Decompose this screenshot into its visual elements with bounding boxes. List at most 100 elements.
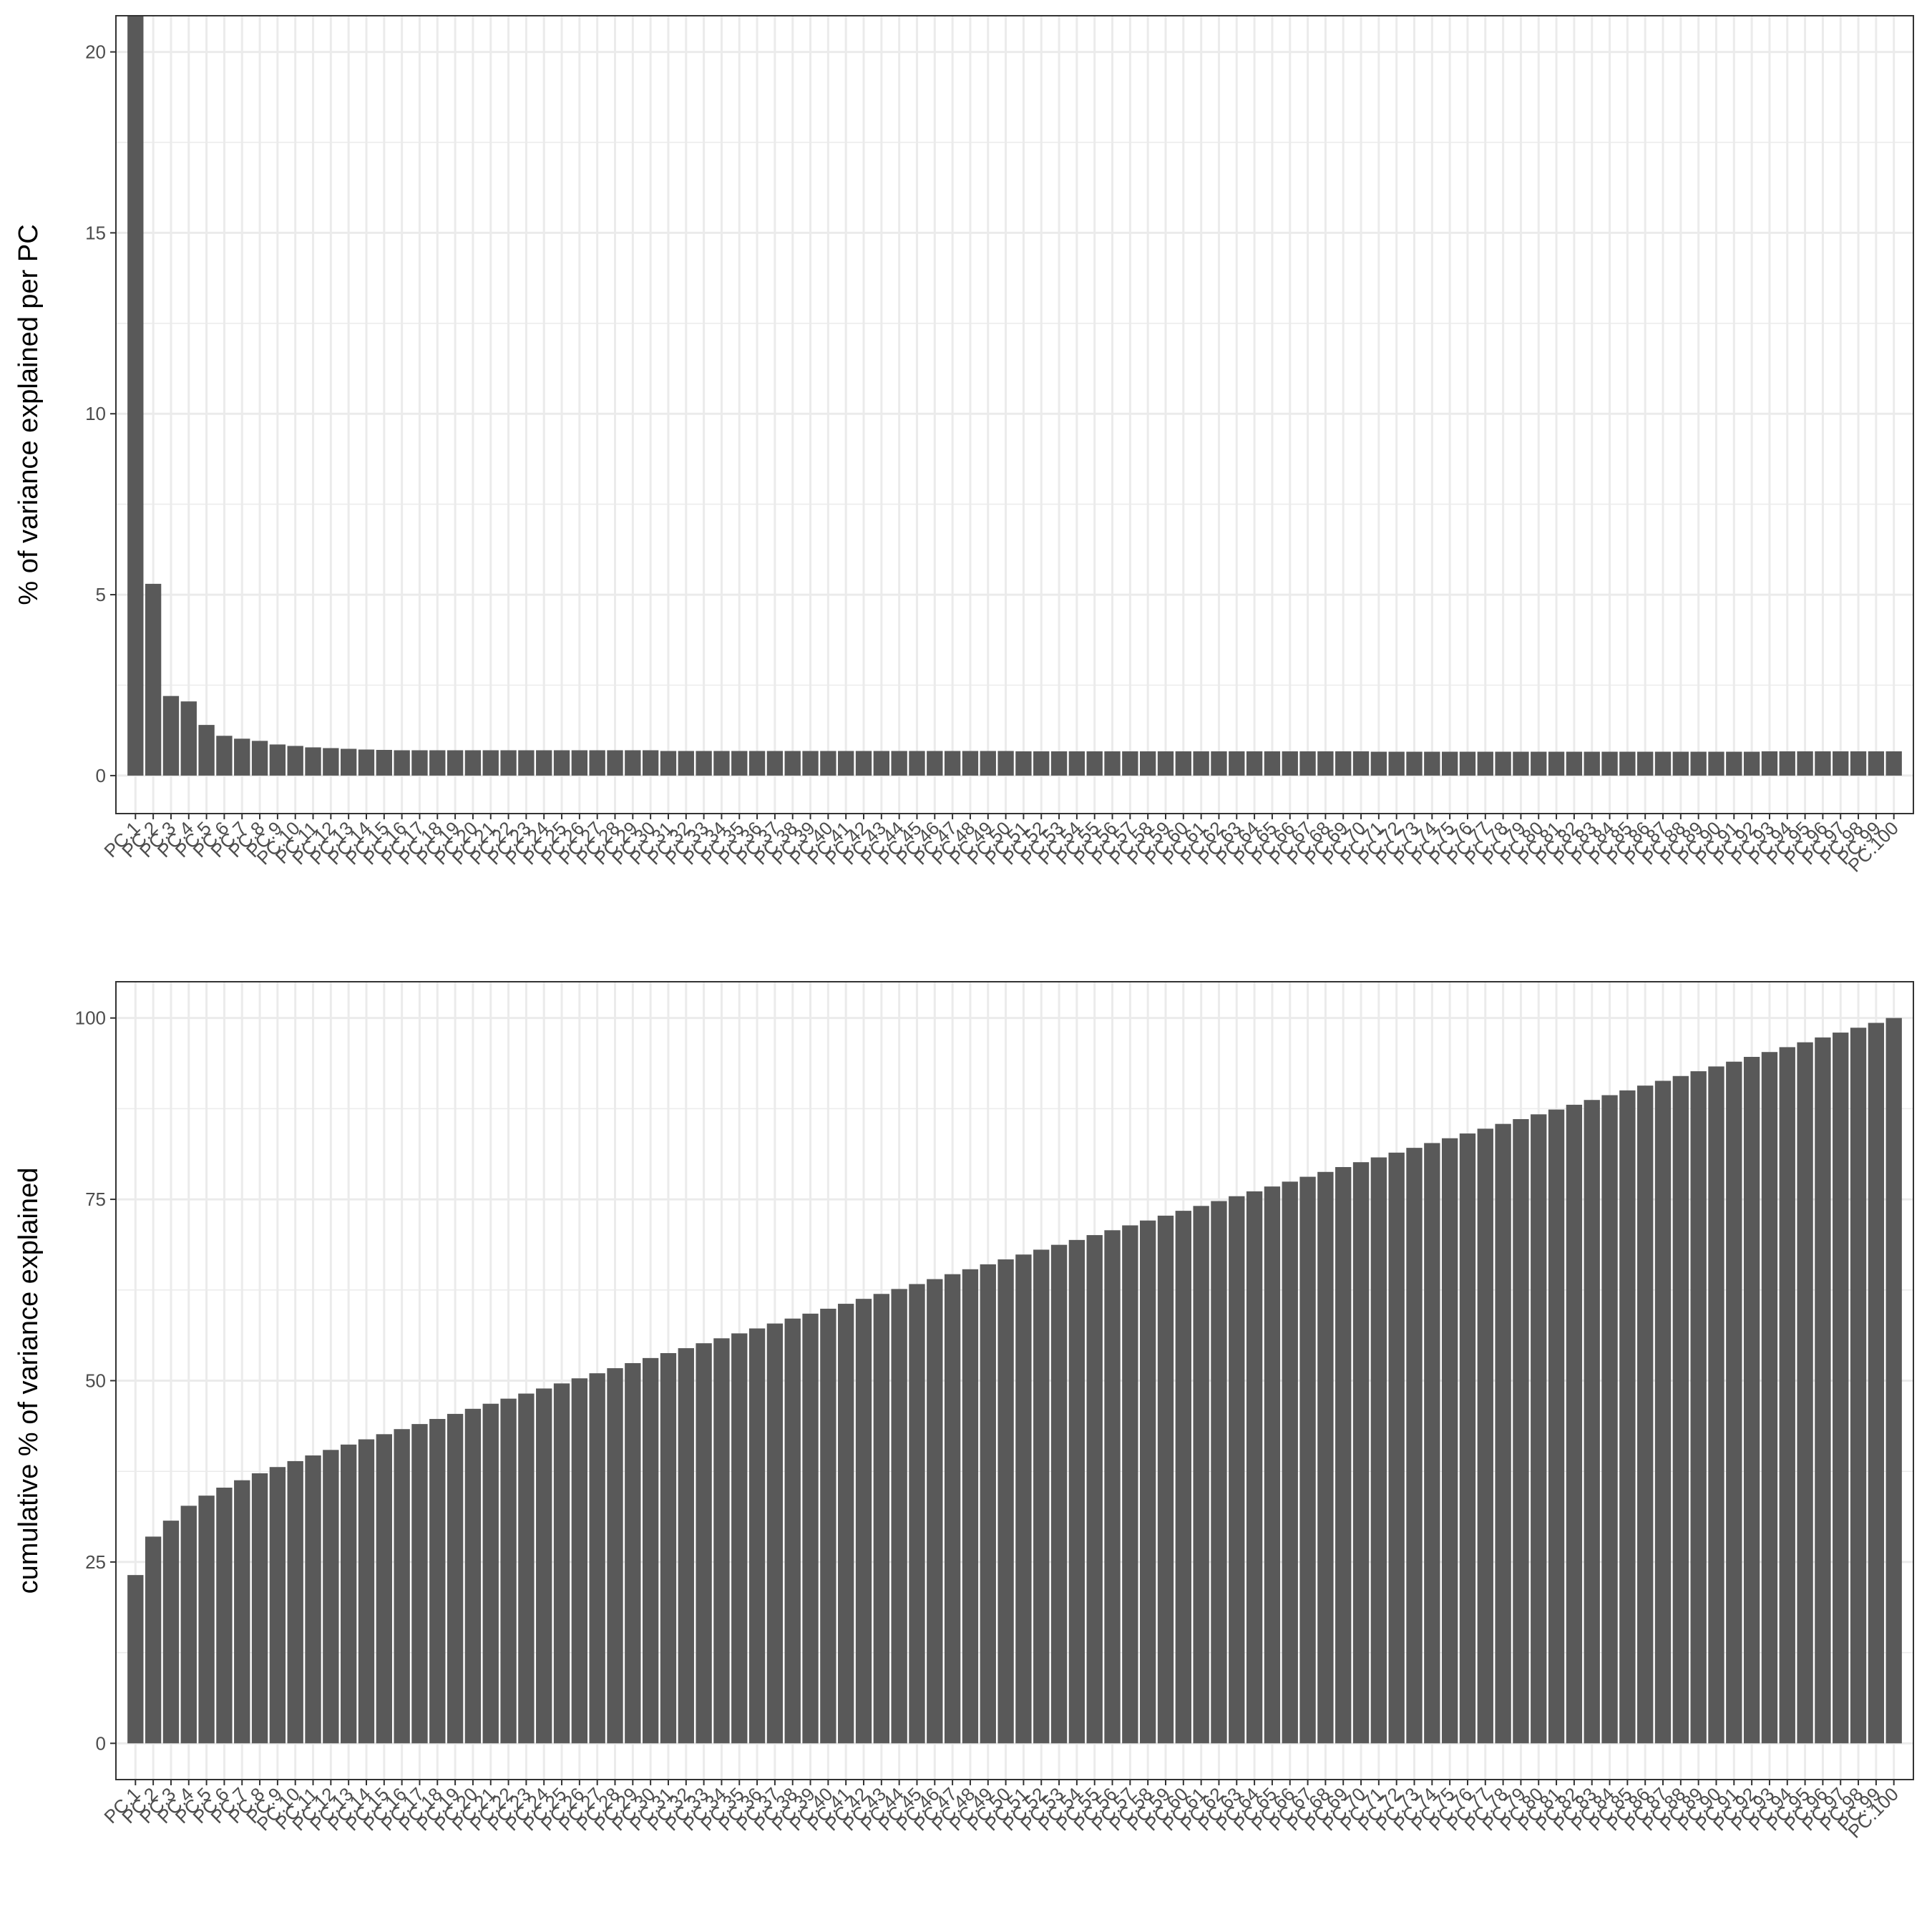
bar — [1477, 1128, 1493, 1744]
bar — [287, 746, 303, 776]
bar — [411, 1424, 428, 1744]
bar — [1406, 751, 1423, 776]
y-tick-label: 0 — [96, 765, 106, 786]
y-axis-title: cumulative % of variance explained — [14, 1168, 44, 1594]
bar — [802, 751, 819, 776]
bar — [1672, 1075, 1689, 1744]
bar — [482, 1403, 499, 1744]
bar — [1441, 751, 1458, 776]
bar — [1282, 751, 1298, 776]
bar — [447, 1413, 464, 1744]
bar — [1566, 751, 1583, 776]
bar — [1531, 1114, 1547, 1744]
bar — [127, 16, 144, 776]
bar — [464, 1408, 482, 1744]
bar — [1513, 1118, 1529, 1744]
bar — [269, 744, 286, 776]
bar — [944, 1274, 961, 1744]
bar — [464, 750, 482, 776]
bar — [1477, 751, 1493, 776]
y-tick-label: 15 — [85, 222, 106, 243]
bar — [1495, 1123, 1511, 1744]
bar — [127, 1575, 144, 1744]
bar — [1459, 751, 1476, 776]
bar — [1690, 751, 1707, 776]
bar — [1815, 751, 1831, 776]
bar — [1654, 751, 1672, 776]
bar — [251, 741, 268, 776]
bar — [518, 1393, 535, 1744]
bar — [1246, 751, 1263, 776]
y-tick-label: 0 — [96, 1732, 106, 1754]
bar — [1229, 1196, 1245, 1744]
bar — [1424, 1143, 1440, 1744]
bar — [748, 1328, 766, 1744]
bar — [1211, 751, 1227, 776]
bar — [1175, 1211, 1191, 1744]
bar — [358, 1439, 375, 1744]
bar — [1815, 1037, 1831, 1744]
panel-border — [115, 15, 1914, 814]
y-tick-label: 20 — [85, 42, 106, 63]
bar — [234, 738, 250, 776]
bar — [1229, 751, 1245, 776]
bar — [1441, 1138, 1458, 1744]
bar — [980, 1264, 996, 1744]
bar — [748, 751, 766, 776]
bar — [1833, 751, 1849, 776]
bar — [180, 1506, 197, 1744]
bar — [625, 1362, 641, 1744]
bar — [1015, 1254, 1032, 1744]
bar — [1584, 1100, 1600, 1744]
bar — [1850, 1028, 1867, 1744]
bar — [1619, 751, 1636, 776]
bar — [1388, 751, 1405, 776]
bar — [1761, 751, 1778, 776]
bar — [997, 751, 1014, 776]
bar — [1726, 751, 1742, 776]
bar — [1850, 751, 1867, 776]
bar — [1015, 751, 1032, 776]
panel: 05101520PC.1PC.2PC.3PC.4PC.5PC.6PC.7PC.8… — [14, 15, 1914, 877]
y-tick-label: 75 — [85, 1189, 106, 1210]
bar — [1050, 1244, 1068, 1744]
bar — [162, 696, 180, 776]
bar — [838, 751, 854, 776]
bar — [198, 1496, 215, 1744]
bar — [1779, 751, 1795, 776]
bar — [1548, 1109, 1565, 1744]
bar — [1193, 751, 1209, 776]
bar — [1299, 751, 1316, 776]
bar — [269, 1467, 286, 1744]
panel: 0255075100PC.1PC.2PC.3PC.4PC.5PC.6PC.7PC… — [14, 981, 1914, 1843]
bar — [927, 1279, 943, 1744]
y-tick-label: 5 — [96, 584, 106, 605]
bar — [766, 751, 784, 776]
bar — [1033, 1249, 1050, 1744]
bar — [553, 1383, 570, 1744]
bar — [980, 751, 996, 776]
bar — [838, 1304, 854, 1744]
bar — [198, 725, 215, 776]
y-tick-label: 25 — [85, 1551, 106, 1573]
bar — [1743, 751, 1760, 776]
bar — [500, 1398, 517, 1744]
bar — [855, 1299, 872, 1744]
bar — [429, 750, 446, 776]
bar — [731, 1333, 748, 1744]
bar — [1157, 1215, 1174, 1744]
bar — [1352, 1162, 1370, 1744]
bar — [145, 1536, 162, 1744]
bar — [1637, 751, 1654, 776]
bar — [234, 1480, 250, 1744]
bar — [1708, 1066, 1724, 1744]
bar — [1566, 1104, 1583, 1744]
bar — [1264, 751, 1281, 776]
bar — [944, 751, 961, 776]
bar — [589, 750, 605, 776]
bar — [1068, 1239, 1085, 1744]
bar — [1672, 751, 1689, 776]
bar — [429, 1419, 446, 1744]
bar — [1584, 751, 1600, 776]
